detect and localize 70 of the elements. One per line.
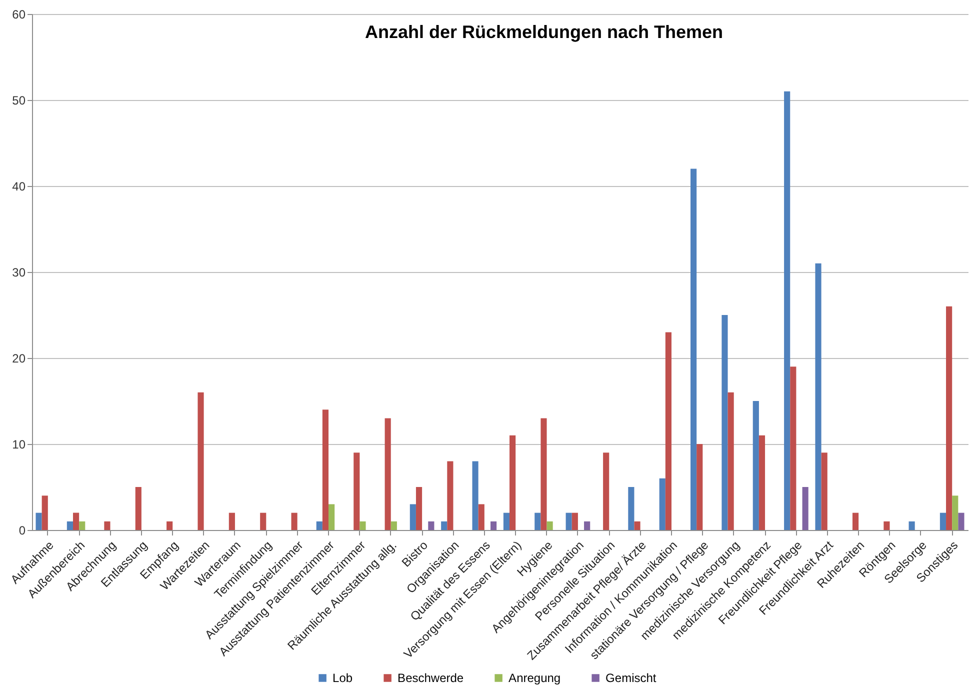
bar [584, 521, 590, 530]
bar [441, 521, 448, 530]
bar [802, 487, 808, 530]
bar [946, 306, 952, 530]
bar [572, 512, 578, 530]
bar [566, 512, 572, 530]
bar [603, 452, 610, 530]
bar [884, 521, 890, 530]
bar [665, 332, 672, 530]
bar [908, 521, 915, 530]
legend-label: Gemischt [606, 671, 657, 685]
bar [416, 487, 422, 530]
bar [410, 504, 416, 530]
bar [503, 512, 510, 530]
bar [322, 410, 329, 530]
y-tick-label: 40 [12, 180, 26, 194]
bar [316, 521, 322, 530]
bar [696, 444, 703, 530]
bar [510, 435, 516, 530]
bar [690, 168, 697, 530]
bar [490, 521, 497, 530]
bar [852, 512, 859, 530]
bar [758, 435, 766, 530]
bar [166, 521, 173, 530]
bar [228, 512, 235, 530]
y-tick-label: 50 [12, 94, 26, 108]
bar [546, 521, 553, 530]
bar [447, 461, 454, 530]
bar [540, 418, 547, 530]
bar [784, 91, 790, 530]
bar [354, 452, 360, 530]
y-tick-label: 30 [12, 266, 26, 280]
bar [472, 461, 478, 530]
bar [722, 315, 728, 530]
bar [291, 512, 298, 530]
legend-label: Anregung [508, 671, 561, 685]
bar [634, 521, 640, 530]
bar [534, 512, 541, 530]
legend-label: Lob [332, 671, 353, 685]
y-tick-label: 10 [12, 438, 26, 452]
bar [384, 418, 391, 530]
bar [360, 521, 366, 530]
bar [428, 521, 434, 530]
bar [104, 521, 110, 530]
bar [390, 521, 397, 530]
chart-title: Anzahl der Rückmeldungen nach Themen [364, 22, 724, 42]
bar [478, 504, 484, 530]
legend-label: Beschwerde [398, 671, 464, 685]
bar [659, 478, 666, 530]
bar [752, 401, 759, 530]
bar [36, 512, 42, 530]
bar [42, 496, 48, 530]
y-tick-label: 60 [12, 8, 26, 22]
bar [628, 487, 634, 530]
bar [940, 512, 946, 530]
bar [821, 452, 828, 530]
bar [815, 263, 822, 530]
bar [260, 512, 266, 530]
bar [73, 512, 80, 530]
y-tick-label: 0 [18, 524, 26, 538]
bar [135, 487, 142, 530]
y-tick-label: 20 [12, 352, 26, 366]
bar [958, 512, 964, 530]
bar [198, 392, 204, 530]
bar [79, 521, 86, 530]
bar [952, 496, 958, 530]
bar [328, 504, 335, 530]
bar [790, 366, 796, 530]
bar [728, 392, 734, 530]
bar [66, 521, 73, 530]
